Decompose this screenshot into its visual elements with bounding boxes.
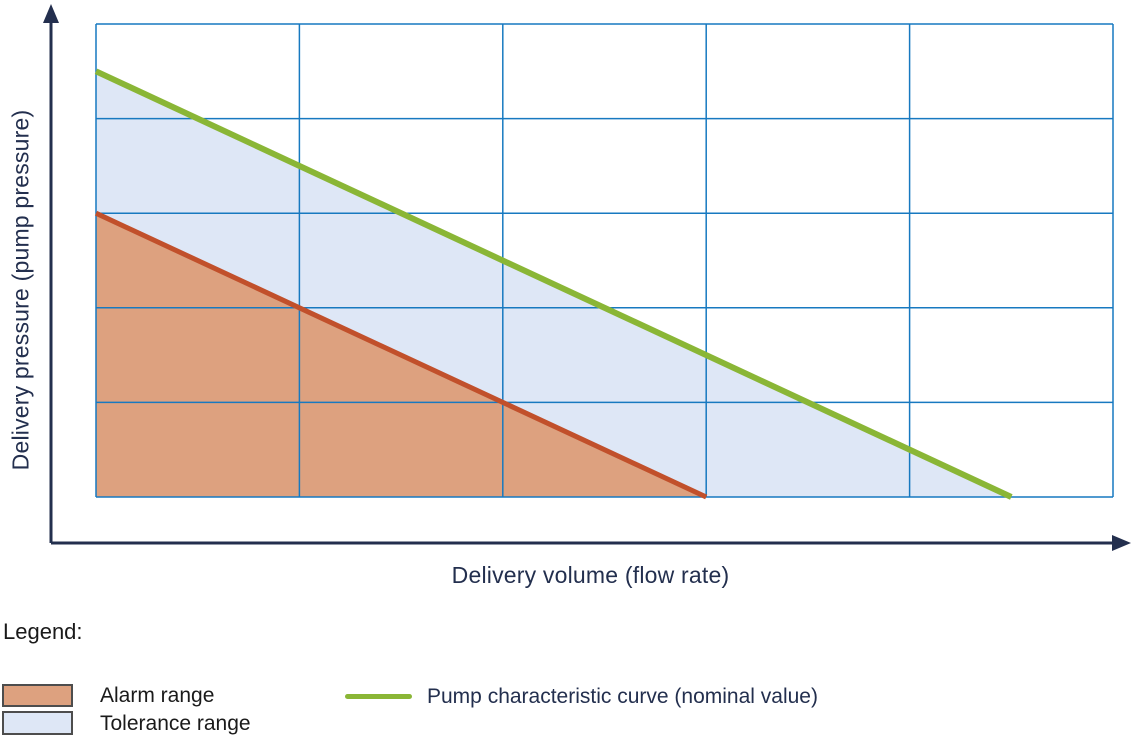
tolerance-range-swatch [2, 711, 73, 735]
x-axis-arrow-icon [1112, 535, 1131, 551]
x-axis-label: Delivery volume (flow rate) [451, 562, 730, 588]
nominal-curve-label: Pump characteristic curve (nominal value… [427, 685, 818, 708]
alarm-range-swatch [2, 684, 73, 707]
y-axis-arrow-icon [43, 4, 59, 23]
alarm-range-label: Alarm range [100, 684, 215, 707]
nominal-curve-line-sample [345, 694, 412, 699]
pump-characteristic-curve [94, 68, 1013, 500]
legend-title: Legend: [3, 619, 83, 644]
y-axis-label: Delivery pressure (pump pressure) [7, 109, 34, 471]
alarm-boundary-curve [94, 210, 708, 500]
tolerance-range-label: Tolerance range [100, 712, 251, 735]
